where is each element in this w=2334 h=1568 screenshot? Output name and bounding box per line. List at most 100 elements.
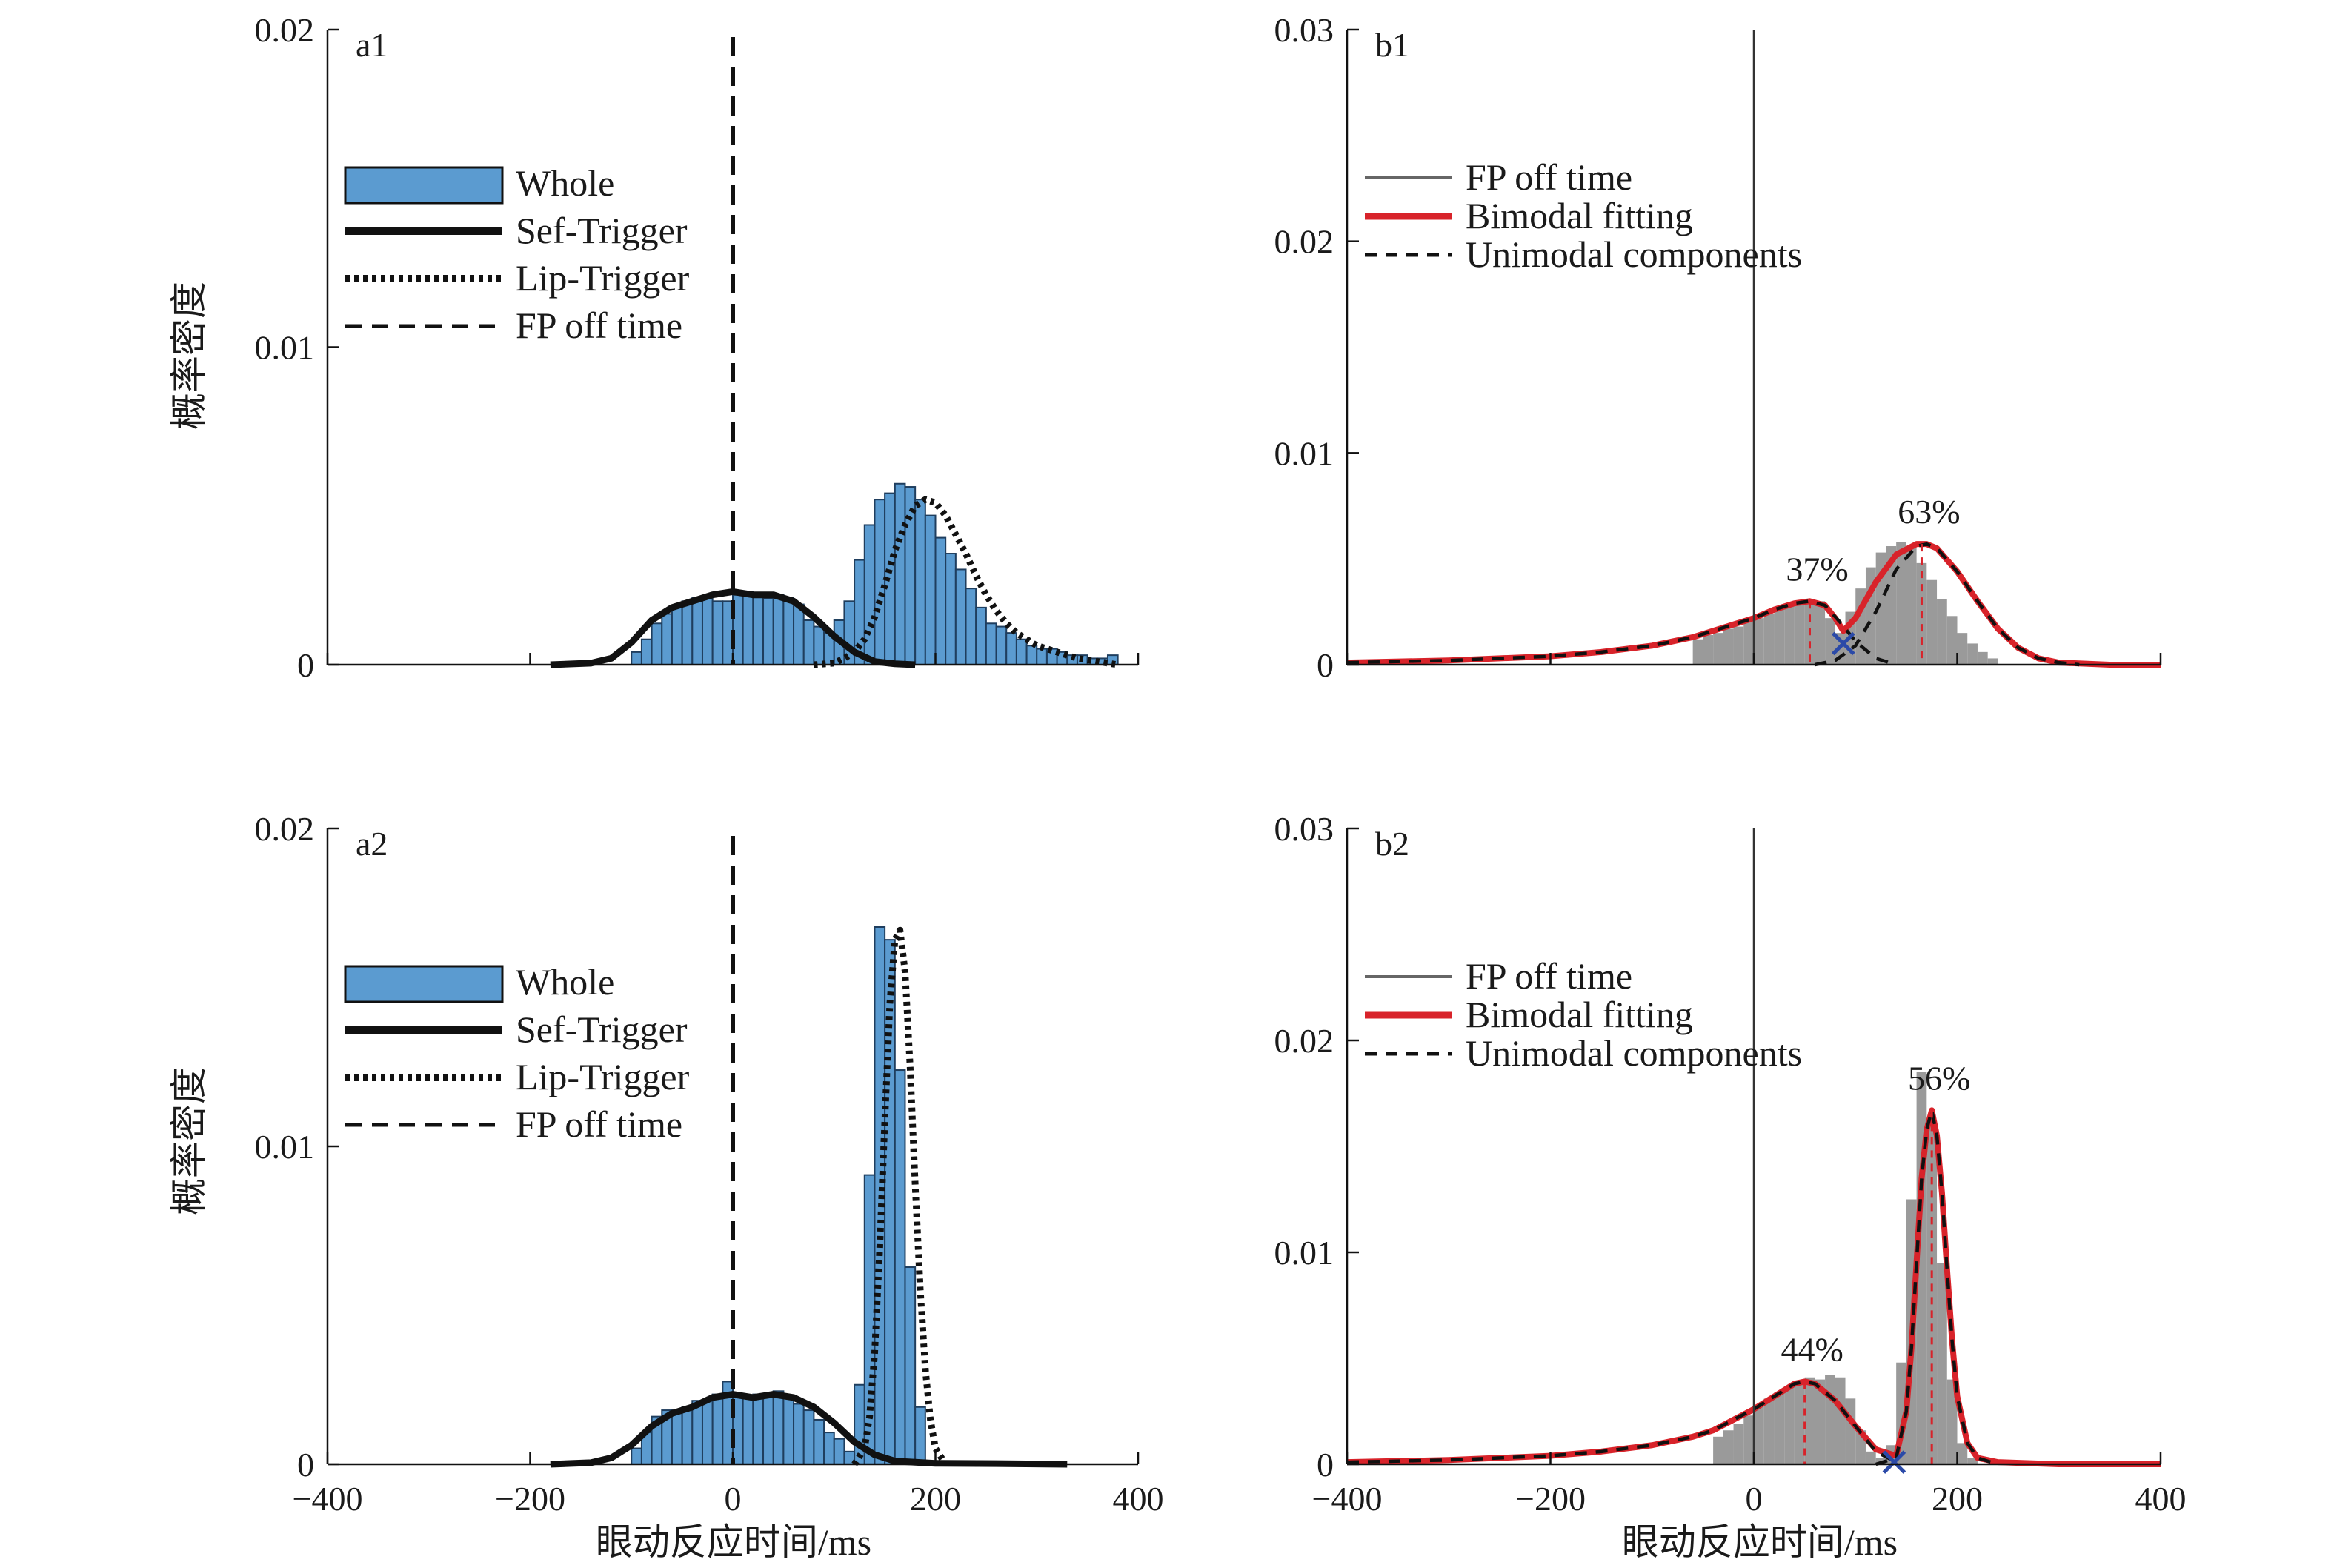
histogram-bar [863, 524, 876, 666]
y-tick-label: 0.01 [255, 1128, 315, 1166]
histogram [631, 926, 926, 1466]
histogram [1692, 542, 1998, 665]
legend-label: FP off time [1466, 955, 1632, 997]
y-tick-label: 0.01 [1274, 1234, 1334, 1272]
histogram-bar [802, 619, 815, 666]
histogram-bar [1036, 648, 1048, 666]
intersection-marker [1882, 1450, 1906, 1474]
histogram-bar [965, 588, 977, 665]
histogram-bar [1754, 1404, 1764, 1464]
x-tick-label: −400 [1312, 1480, 1383, 1518]
legend-label: Whole [516, 162, 614, 204]
histogram-bar [681, 600, 694, 665]
histogram-bar [701, 597, 714, 666]
x-axis-label-left: 眼动反应时间/ms [596, 1521, 871, 1563]
legend-label: Sef-Trigger [516, 210, 688, 251]
histogram-bar [985, 622, 997, 665]
histogram-bar [1926, 1120, 1938, 1464]
histogram-bar [1733, 1424, 1744, 1464]
histogram-bar [691, 1400, 703, 1465]
histogram-bar [1754, 618, 1764, 665]
y-tick-label: 0.02 [255, 11, 315, 49]
legend: Whole Sef-Trigger Lip-Trigger FP off time [344, 162, 690, 346]
histogram-bar [1967, 643, 1978, 665]
histogram-bar [772, 1390, 785, 1465]
histogram-bar [651, 622, 663, 665]
histogram-bar [874, 499, 886, 665]
intersection-marker [1832, 631, 1855, 656]
y-tick-label: 0.02 [1274, 223, 1334, 261]
histogram-bar [894, 1069, 906, 1466]
histogram-bar [1723, 1430, 1734, 1464]
histogram-bar [904, 1266, 917, 1466]
histogram-bar [1015, 638, 1028, 665]
histogram-bar [1784, 1386, 1795, 1464]
histogram-bar [1845, 1398, 1856, 1464]
legend-label: Whole [516, 961, 614, 1003]
histogram-bar [1774, 1392, 1785, 1464]
y-tick-label: 0.01 [255, 329, 315, 367]
histogram-bar [1906, 548, 1917, 665]
histogram-bar [681, 1406, 694, 1466]
histogram-bar [742, 591, 754, 666]
panel-label: b2 [1375, 825, 1409, 863]
y-tick-label: 0.01 [1274, 434, 1334, 472]
histogram-bar [782, 1396, 795, 1466]
peak-percent-label: 56% [1908, 1059, 1970, 1097]
histogram-bar [1743, 1415, 1754, 1464]
histogram-bar [1815, 1379, 1826, 1464]
panel-label: a2 [356, 825, 388, 863]
histogram-bar [1937, 599, 1947, 665]
histogram-bar [1825, 1375, 1835, 1464]
panel-label: b1 [1375, 26, 1409, 64]
series-line [851, 926, 948, 1466]
y-axis-label-bottom: 概率密度 [168, 1067, 210, 1215]
histogram-bar [793, 603, 805, 666]
histogram-bar [854, 1383, 865, 1465]
histogram-bar [802, 1409, 815, 1465]
y-tick-label: 0.02 [255, 810, 315, 848]
histogram-bar [995, 625, 1008, 666]
histogram-bar [752, 1393, 765, 1465]
histogram-bar [823, 1432, 835, 1465]
histogram [631, 482, 1119, 666]
histogram-bar [1703, 635, 1714, 665]
histogram-bar [833, 1438, 845, 1466]
histogram-bar [894, 482, 906, 665]
series-line [1346, 599, 1897, 667]
histogram-bar [954, 568, 967, 666]
x-tick-label: −200 [495, 1480, 565, 1518]
panel-a2: 0 0.01 0.02 −400 −200 0 200 400 a2 Whole Sef-Trigg… [255, 810, 1164, 1518]
y-tick-label: 0 [297, 1446, 314, 1484]
x-tick-label: 0 [725, 1480, 742, 1518]
peak-percent-label: 37% [1786, 550, 1848, 588]
panel-label: a1 [356, 26, 388, 64]
histogram-bar [671, 606, 683, 665]
y-tick-label: 0.03 [1274, 810, 1334, 848]
histogram-bar [793, 1403, 805, 1465]
legend-label: Bimodal fitting [1466, 195, 1693, 236]
histogram-bar [782, 597, 795, 666]
histogram-bar [1763, 1398, 1775, 1464]
histogram-bar [904, 486, 917, 665]
series-line [550, 588, 916, 668]
histogram-bar [1692, 639, 1703, 665]
x-tick-label: 400 [2135, 1480, 2187, 1518]
histogram-bar [1957, 1443, 1968, 1464]
histogram-bar [1937, 1263, 1947, 1464]
histogram-bar [914, 1406, 926, 1466]
histogram-bar [1774, 609, 1785, 665]
panel-b1: 37% 63% 0 0.01 0.02 0.03 b1 FP off timeBimodal … [1274, 11, 2162, 684]
peak-percent-label: 63% [1898, 493, 1960, 531]
histogram-bar [1713, 1436, 1723, 1464]
histogram-bar [1743, 622, 1754, 665]
panel-a1: 0 0.01 0.02 a1 Whole Sef-Trigger Lip-Trigger FP… [255, 11, 1140, 684]
histogram-bar [640, 638, 653, 665]
histogram-bar [1946, 616, 1958, 665]
y-axis-label-top: 概率密度 [168, 282, 210, 430]
histogram-bar [711, 1393, 724, 1465]
legend-label: Lip-Trigger [516, 257, 690, 299]
histogram-bar [1763, 614, 1775, 665]
